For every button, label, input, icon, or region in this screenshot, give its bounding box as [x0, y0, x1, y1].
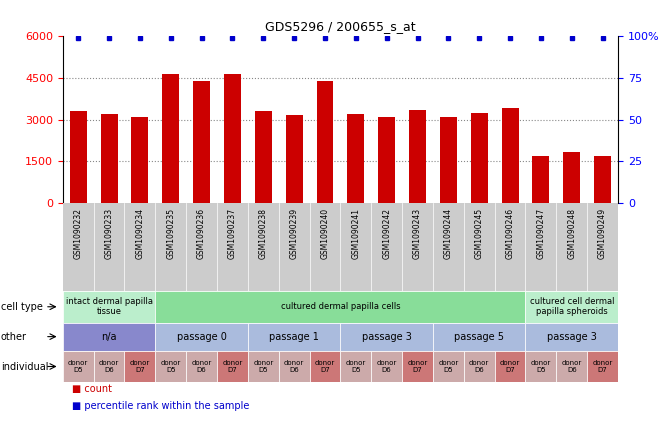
Text: GSM1090240: GSM1090240 — [321, 208, 329, 259]
Bar — [563, 152, 580, 203]
Text: passage 3: passage 3 — [547, 332, 597, 342]
Text: GSM1090232: GSM1090232 — [74, 208, 83, 258]
Text: donor
D5: donor D5 — [346, 360, 366, 373]
Bar — [155, 291, 525, 323]
Bar — [587, 351, 618, 382]
Text: passage 0: passage 0 — [176, 332, 227, 342]
Bar — [155, 351, 186, 382]
Text: GSM1090249: GSM1090249 — [598, 208, 607, 259]
Bar — [402, 351, 433, 382]
Bar — [340, 323, 433, 351]
Text: ■ count: ■ count — [72, 385, 112, 394]
Bar — [248, 323, 340, 351]
Text: donor
D6: donor D6 — [284, 360, 304, 373]
Bar — [94, 351, 124, 382]
Bar — [464, 351, 494, 382]
Bar — [63, 291, 155, 323]
Text: donor
D7: donor D7 — [130, 360, 150, 373]
Text: donor
D7: donor D7 — [407, 360, 428, 373]
Text: GSM1090236: GSM1090236 — [197, 208, 206, 259]
Text: ■ percentile rank within the sample: ■ percentile rank within the sample — [72, 401, 249, 411]
Text: GSM1090234: GSM1090234 — [136, 208, 144, 259]
Bar — [348, 114, 364, 203]
Bar — [533, 156, 549, 203]
Bar — [340, 351, 371, 382]
Text: GSM1090238: GSM1090238 — [259, 208, 268, 258]
Bar — [433, 351, 464, 382]
Bar — [433, 323, 525, 351]
Bar — [63, 323, 155, 351]
Text: GSM1090244: GSM1090244 — [444, 208, 453, 259]
Text: GSM1090243: GSM1090243 — [413, 208, 422, 259]
Bar — [317, 80, 334, 203]
Text: donor
D6: donor D6 — [377, 360, 397, 373]
Text: GSM1090248: GSM1090248 — [567, 208, 576, 258]
Text: n/a: n/a — [101, 332, 117, 342]
Text: cell type: cell type — [1, 302, 42, 312]
Bar — [224, 74, 241, 203]
Text: other: other — [1, 332, 26, 342]
Bar — [163, 74, 179, 203]
Bar — [525, 291, 618, 323]
Bar — [525, 323, 618, 351]
Bar — [371, 351, 402, 382]
Text: GSM1090237: GSM1090237 — [228, 208, 237, 259]
Bar — [155, 323, 248, 351]
Text: donor
D5: donor D5 — [253, 360, 274, 373]
Text: GSM1090246: GSM1090246 — [506, 208, 514, 259]
Text: donor
D6: donor D6 — [562, 360, 582, 373]
Text: cultured dermal papilla cells: cultured dermal papilla cells — [281, 302, 400, 311]
Bar — [286, 115, 303, 203]
Bar — [594, 156, 611, 203]
Bar — [378, 117, 395, 203]
Bar — [217, 351, 248, 382]
Text: GSM1090235: GSM1090235 — [167, 208, 175, 259]
Text: passage 3: passage 3 — [362, 332, 412, 342]
Bar — [186, 351, 217, 382]
Text: donor
D5: donor D5 — [531, 360, 551, 373]
Text: passage 5: passage 5 — [454, 332, 504, 342]
Text: donor
D5: donor D5 — [161, 360, 181, 373]
Text: donor
D7: donor D7 — [222, 360, 243, 373]
Text: donor
D6: donor D6 — [469, 360, 489, 373]
Bar — [63, 351, 94, 382]
Text: GSM1090241: GSM1090241 — [352, 208, 360, 258]
Text: donor
D7: donor D7 — [592, 360, 613, 373]
Text: GSM1090239: GSM1090239 — [290, 208, 299, 259]
Bar — [100, 114, 118, 203]
Bar — [124, 351, 155, 382]
Text: donor
D6: donor D6 — [192, 360, 212, 373]
Text: cultured cell dermal
papilla spheroids: cultured cell dermal papilla spheroids — [529, 297, 614, 316]
Bar — [409, 110, 426, 203]
Text: passage 1: passage 1 — [269, 332, 319, 342]
Bar — [248, 351, 279, 382]
Bar — [132, 117, 148, 203]
Bar — [494, 351, 525, 382]
Bar — [440, 117, 457, 203]
Text: GSM1090242: GSM1090242 — [382, 208, 391, 258]
Text: GSM1090233: GSM1090233 — [104, 208, 114, 259]
Title: GDS5296 / 200655_s_at: GDS5296 / 200655_s_at — [265, 20, 416, 33]
Text: intact dermal papilla
tissue: intact dermal papilla tissue — [65, 297, 153, 316]
Bar — [557, 351, 587, 382]
Text: donor
D7: donor D7 — [500, 360, 520, 373]
Text: GSM1090247: GSM1090247 — [537, 208, 545, 259]
Text: individual: individual — [1, 362, 48, 371]
Bar — [502, 108, 519, 203]
Text: donor
D6: donor D6 — [99, 360, 119, 373]
Text: GSM1090245: GSM1090245 — [475, 208, 484, 259]
Text: donor
D7: donor D7 — [315, 360, 335, 373]
Text: donor
D5: donor D5 — [438, 360, 459, 373]
Bar — [525, 351, 557, 382]
Bar — [309, 351, 340, 382]
Bar — [70, 111, 87, 203]
Bar — [471, 113, 488, 203]
Bar — [193, 80, 210, 203]
Text: donor
D5: donor D5 — [68, 360, 89, 373]
Bar — [255, 111, 272, 203]
Bar — [279, 351, 309, 382]
